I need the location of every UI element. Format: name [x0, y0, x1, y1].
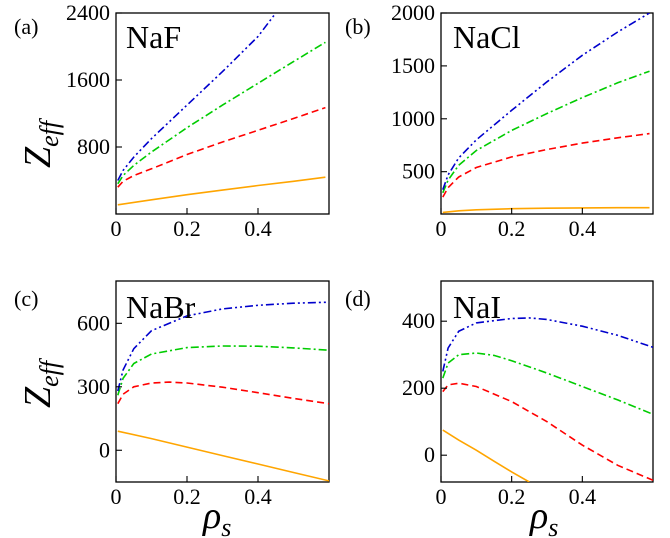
x-tick-label-a-2: 0.2 — [173, 216, 201, 241]
y-tick-label-d-2: 200 — [402, 375, 435, 400]
x-tick-label-a-3: 0.4 — [244, 216, 272, 241]
series-line-c-2 — [117, 381, 329, 405]
x-tick-label-b-3: 0.4 — [569, 216, 597, 241]
x-axis-label-left: ρs — [202, 495, 231, 538]
panel-c: (c) NaBr 0 0.2 0.4 0 300 600 — [14, 280, 330, 509]
series-line-b-4 — [442, 13, 650, 190]
y-tick-label-b-3: 1500 — [391, 53, 435, 78]
panel-tag-c: (c) — [14, 286, 38, 311]
series-line-b-2 — [442, 132, 650, 198]
y-tick-label-c-2: 300 — [77, 374, 110, 399]
series-line-b-3 — [442, 70, 650, 194]
plot-area-d — [442, 317, 653, 482]
plot-frame-a — [115, 12, 330, 215]
panel-tag-b: (b) — [345, 14, 371, 39]
y-tick-label-a-3: 2400 — [66, 0, 110, 25]
y-tick-label-d-1: 0 — [424, 442, 435, 467]
x-tick-label-c-3: 0.4 — [244, 484, 272, 509]
chart-title-b: NaCl — [453, 19, 521, 55]
chart-title-c: NaBr — [126, 289, 196, 325]
plot-area-b — [442, 13, 650, 214]
y-tick-label-b-4: 2000 — [391, 0, 435, 25]
x-tick-label-c-1: 0 — [111, 484, 122, 509]
panel-tag-d: (d) — [345, 286, 371, 311]
y-tick-label-d-3: 400 — [402, 308, 435, 333]
series-line-b-1 — [442, 206, 650, 214]
x-tick-label-d-2: 0.2 — [498, 484, 526, 509]
series-line-d-4 — [442, 317, 653, 372]
y-axis-label-bottom-sub: eff — [35, 357, 64, 387]
panel-b: (b) NaCl 0 0.2 0.4 500 1000 1500 2000 — [345, 0, 654, 241]
series-line-d-2 — [442, 382, 653, 482]
x-axis-label-left-sub: s — [221, 513, 231, 538]
series-line-c-1 — [117, 430, 329, 482]
y-tick-label-c-3: 600 — [77, 310, 110, 335]
series-line-a-2 — [117, 106, 326, 188]
x-tick-label-b-1: 0 — [436, 216, 447, 241]
y-axis-label-top-sub: eff — [35, 117, 64, 147]
plot-frame-c — [115, 280, 330, 483]
x-tick-label-d-1: 0 — [436, 484, 447, 509]
series-line-d-1 — [442, 429, 530, 482]
y-tick-label-c-1: 0 — [99, 437, 110, 462]
x-axis-label-left-main: ρ — [202, 495, 221, 537]
plot-area-a — [117, 13, 326, 206]
plot-area-c — [117, 301, 329, 482]
series-line-a-4 — [117, 13, 277, 181]
x-tick-label-b-2: 0.2 — [498, 216, 526, 241]
chart-title-d: NaI — [453, 289, 501, 325]
y-axis-label-top-main: Z — [17, 146, 59, 168]
series-line-a-3 — [117, 41, 326, 185]
y-axis-label-bottom-main: Z — [17, 386, 59, 408]
series-line-d-3 — [442, 352, 653, 416]
x-tick-label-d-3: 0.4 — [569, 484, 597, 509]
y-axis-label-top: Zeff — [17, 117, 64, 168]
y-axis-label-bottom: Zeff — [17, 357, 64, 408]
series-line-c-3 — [117, 345, 329, 396]
x-tick-label-c-2: 0.2 — [173, 484, 201, 509]
x-axis-label-right-sub: s — [548, 513, 558, 538]
y-tick-label-a-1: 800 — [77, 134, 110, 159]
panel-a: (a) NaF 0 0.2 0.4 800 1600 2400 — [14, 0, 330, 241]
x-axis-label-right: ρs — [529, 495, 558, 538]
chart-title-a: NaF — [126, 19, 181, 55]
y-tick-label-a-2: 1600 — [66, 67, 110, 92]
series-line-c-4 — [117, 301, 329, 392]
panel-d: (d) NaI 0 0.2 0.4 0 200 400 — [345, 280, 654, 509]
plot-frame-b — [440, 12, 654, 215]
series-line-a-1 — [117, 176, 326, 206]
plot-frame-d — [440, 280, 654, 483]
x-axis-label-right-main: ρ — [529, 495, 548, 537]
x-tick-label-a-1: 0 — [111, 216, 122, 241]
panel-tag-a: (a) — [14, 14, 38, 39]
y-tick-label-b-1: 500 — [402, 159, 435, 184]
y-tick-label-b-2: 1000 — [391, 106, 435, 131]
